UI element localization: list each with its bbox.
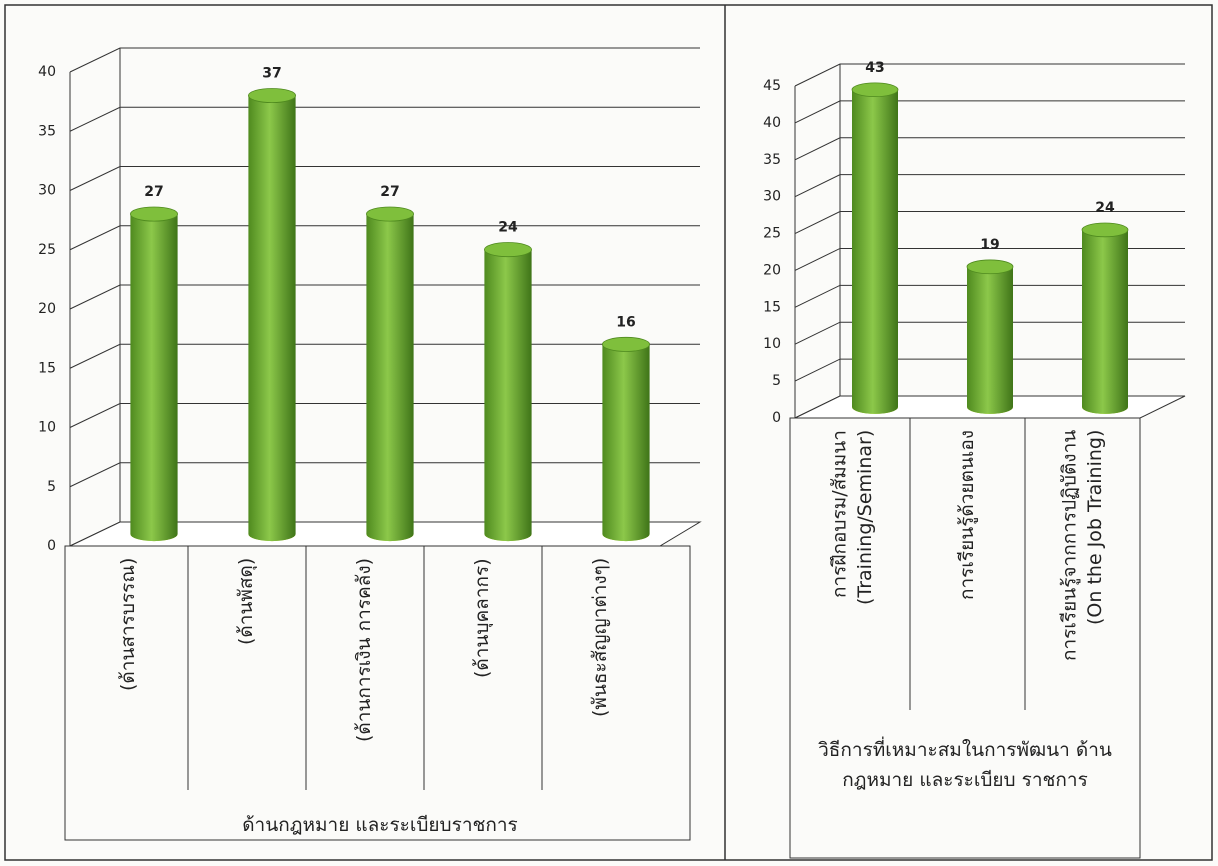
y-tick-label: 5 xyxy=(772,373,781,389)
category-table xyxy=(789,417,1141,859)
y-tick-label: 15 xyxy=(38,360,56,376)
y-tick-label: 0 xyxy=(772,410,781,426)
bar xyxy=(366,214,414,542)
y-tick-label: 25 xyxy=(763,226,781,242)
bar xyxy=(852,89,898,414)
data-label: 19 xyxy=(980,237,999,253)
y-tick-label: 20 xyxy=(763,262,781,278)
x-tick-label: (ด้านสารบรรณ) xyxy=(117,558,140,692)
y-tick-label: 0 xyxy=(47,538,56,554)
data-label: 43 xyxy=(865,60,884,76)
frame xyxy=(4,4,1213,861)
bar xyxy=(484,249,532,542)
y-tick-label: 35 xyxy=(38,123,56,139)
x-axis-title: ด้านกฎหมาย และระเบียบราชการ xyxy=(242,814,518,836)
y-tick-label: 5 xyxy=(47,479,56,495)
data-label: 24 xyxy=(1095,200,1115,216)
y-tick-label: 40 xyxy=(763,115,781,131)
grid-line xyxy=(69,106,700,132)
x-tick-label: (ด้านบุคลากร) xyxy=(471,558,494,678)
data-label: 27 xyxy=(380,184,399,200)
bar-top xyxy=(851,82,899,98)
y-tick-label: 40 xyxy=(38,64,56,80)
bar-top xyxy=(1081,222,1129,238)
bar xyxy=(130,214,178,542)
grid-line xyxy=(794,63,1185,87)
y-tick-label: 15 xyxy=(763,299,781,315)
bar xyxy=(967,266,1013,414)
bar-top xyxy=(129,206,178,222)
bar-top xyxy=(247,88,296,104)
y-tick-label: 20 xyxy=(38,301,56,317)
x-tick-label: (ด้านพัสดุ) xyxy=(235,558,258,646)
grid-line xyxy=(69,47,700,73)
data-label: 24 xyxy=(498,220,518,236)
y-tick-label: 10 xyxy=(38,420,56,436)
bar xyxy=(248,95,296,542)
bar-top xyxy=(966,259,1014,275)
bar xyxy=(602,344,650,542)
y-tick-label: 25 xyxy=(38,242,56,258)
data-label: 27 xyxy=(144,184,163,200)
y-tick-label: 10 xyxy=(763,336,781,352)
y-tick-label: 30 xyxy=(763,189,781,205)
y-tick-label: 30 xyxy=(38,183,56,199)
data-label: 16 xyxy=(616,314,635,330)
y-tick-label: 35 xyxy=(763,152,781,168)
x-tick-label: การเรียนรู้ด้วยตนเอง xyxy=(955,430,978,601)
bar-top xyxy=(483,242,532,258)
bar-top xyxy=(602,336,651,352)
category-table xyxy=(64,545,691,841)
x-tick-label: (ด้านการเงิน การคลัง) xyxy=(353,558,376,743)
x-tick-label: การฝึกอบรม/สัมมนา (Training/Seminar) xyxy=(827,430,876,606)
x-tick-label: การเรียนรู้จากการปฏิบัติงาน (On the Job … xyxy=(1057,430,1106,662)
data-label: 37 xyxy=(262,66,281,82)
bar-top xyxy=(365,206,414,222)
y-tick-label: 45 xyxy=(763,78,781,94)
x-tick-label: (พันธะสัญญาต่างๆ) xyxy=(589,558,612,718)
bar xyxy=(1082,229,1128,414)
x-axis-title: วิธีการที่เหมาะสมในการพัฒนา ด้านกฎหมาย แ… xyxy=(818,739,1112,792)
